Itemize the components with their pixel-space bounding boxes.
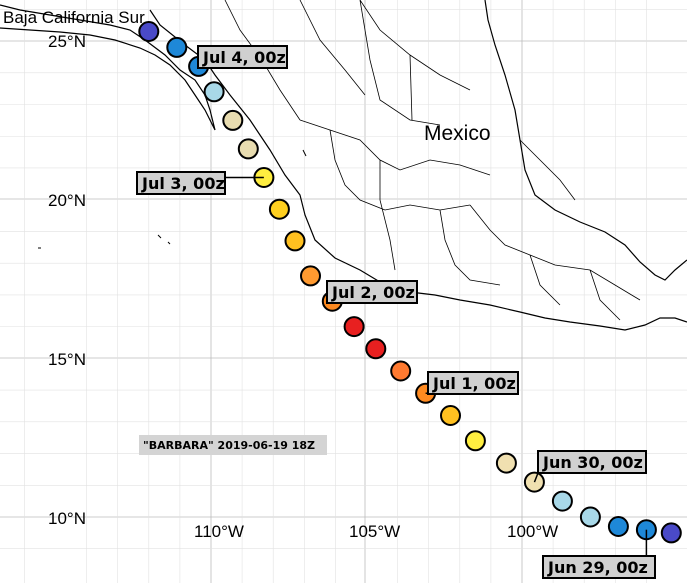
track-point-2 bbox=[166, 36, 188, 58]
track-point-8 bbox=[268, 198, 290, 220]
lon-label-105: 105°W bbox=[349, 522, 400, 541]
time-label-4: Jul 1, 00z bbox=[427, 371, 519, 395]
lon-label-100: 100°W bbox=[507, 522, 558, 541]
track-point-20 bbox=[551, 490, 573, 512]
time-label-1: Jul 4, 00z bbox=[197, 45, 288, 69]
lat-label-20: 20°N bbox=[48, 191, 86, 210]
track-point-1 bbox=[138, 21, 160, 42]
track-point-14 bbox=[390, 360, 412, 382]
track-point-12 bbox=[343, 316, 365, 338]
track-point-21 bbox=[579, 506, 601, 528]
track-point-5 bbox=[222, 109, 244, 131]
storm-track bbox=[138, 21, 682, 544]
time-label-2: Jul 3, 00z bbox=[136, 171, 226, 195]
baja-california-peninsula bbox=[0, 4, 216, 131]
time-labels: Jul 4, 00z Jul 3, 00z Jul 2, 00z Jul 1, 00z… bbox=[136, 45, 656, 579]
time-label-text-3: Jul 2, 00z bbox=[331, 283, 415, 302]
track-point-16 bbox=[440, 405, 461, 426]
storm-name-text: "BARBARA" 2019-06-19 18Z bbox=[143, 439, 315, 452]
mexico-coastline bbox=[149, 9, 687, 331]
time-label-text-5: Jun 30, 00z bbox=[542, 453, 643, 472]
label-leaders bbox=[225, 176, 648, 556]
track-point-19 bbox=[523, 471, 545, 493]
leader-line-5 bbox=[533, 472, 539, 483]
place-label-mexico: Mexico bbox=[424, 122, 491, 145]
time-label-text-1: Jul 4, 00z bbox=[202, 48, 286, 67]
track-point-13 bbox=[365, 338, 387, 360]
track-point-24 bbox=[660, 522, 682, 544]
time-label-6: Jun 29, 00z bbox=[542, 555, 656, 579]
track-point-4 bbox=[203, 81, 225, 103]
islands bbox=[38, 149, 307, 249]
time-label-text-2: Jul 3, 00z bbox=[141, 174, 225, 193]
track-point-10 bbox=[300, 265, 321, 287]
time-label-text-4: Jul 1, 00z bbox=[432, 374, 516, 393]
time-label-3: Jul 2, 00z bbox=[326, 280, 418, 304]
mexico-gulf-coast bbox=[484, 0, 687, 281]
time-label-5: Jun 30, 00z bbox=[537, 450, 647, 474]
lat-label-10: 10°N bbox=[48, 509, 86, 528]
track-point-18 bbox=[495, 452, 517, 474]
lat-label-15: 15°N bbox=[48, 350, 86, 369]
track-point-17 bbox=[464, 430, 486, 452]
storm-name-label: "BARBARA" 2019-06-19 18Z bbox=[139, 435, 327, 455]
track-point-9 bbox=[284, 230, 306, 252]
track-point-22 bbox=[607, 516, 629, 537]
place-label-baja-california-sur: Baja California Sur bbox=[3, 8, 145, 27]
lon-label-110: 110°W bbox=[194, 522, 244, 541]
lat-label-25: 25°N bbox=[48, 32, 86, 51]
track-point-6 bbox=[237, 138, 259, 160]
time-label-text-6: Jun 29, 00z bbox=[547, 558, 648, 577]
